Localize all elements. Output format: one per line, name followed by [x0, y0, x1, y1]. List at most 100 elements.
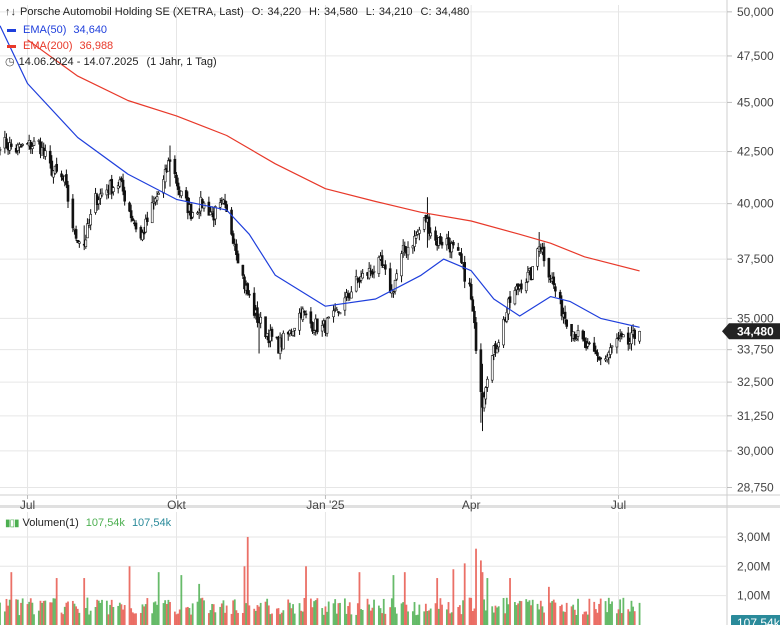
volume-bar	[426, 611, 429, 625]
candle-body	[303, 311, 306, 313]
volume-bar	[324, 606, 327, 625]
candle-body	[209, 211, 212, 216]
volume-bar	[151, 613, 154, 625]
candle-body	[76, 240, 80, 243]
candle-body	[622, 334, 625, 338]
price-tick-label: 45,000	[737, 95, 774, 109]
volume-bar	[167, 599, 170, 625]
candle-body	[293, 327, 296, 331]
chart-axes: 50,000 47,500 45,000 42,500 40,000 37,500 35,0…	[20, 5, 774, 603]
volume-bar	[269, 614, 272, 625]
volume-tick-label: 3,00M	[737, 530, 770, 544]
volume-bar	[10, 572, 13, 625]
volume-bar	[209, 610, 212, 625]
volume-bar	[491, 606, 494, 625]
volume-bar	[583, 611, 586, 625]
candle-body	[37, 140, 41, 142]
candle-body	[223, 200, 227, 205]
candle-body	[497, 342, 500, 348]
volume-bar	[468, 597, 471, 625]
candle-body	[134, 222, 138, 230]
candle-body	[197, 212, 201, 215]
volume-bar	[277, 608, 280, 625]
volume-bar	[303, 597, 306, 625]
candle-body	[243, 276, 246, 290]
volume-bar	[146, 598, 149, 625]
volume-bar	[107, 614, 110, 625]
volume-bar	[314, 600, 317, 625]
volume-bar	[549, 602, 552, 625]
volume-bar	[492, 612, 495, 625]
candle-body	[176, 182, 180, 190]
volume-bar	[169, 601, 171, 625]
volume-bar	[445, 609, 448, 625]
legend-ema50[interactable]: EMA(50) 34,640	[5, 24, 107, 36]
volume-bar	[437, 608, 440, 625]
volume-bar	[292, 604, 294, 625]
volume-bar	[316, 598, 319, 625]
legend-ema200[interactable]: EMA(200) 36,988	[5, 40, 113, 52]
volume-bar	[573, 609, 576, 625]
volume-bar	[55, 578, 58, 625]
candle-body	[599, 357, 603, 360]
volume-bar	[185, 607, 188, 625]
close-label: C:	[420, 6, 432, 18]
candle-body	[563, 311, 567, 319]
candle-body	[338, 312, 342, 315]
candle-body	[48, 150, 52, 164]
price-tick-label: 31,250	[737, 409, 774, 423]
volume-bar	[207, 613, 210, 625]
volume-bar	[222, 600, 225, 625]
volume-bar	[313, 601, 316, 625]
volume-bar	[309, 598, 312, 625]
volume-bar	[405, 604, 408, 625]
ema50-value: 34,640	[73, 24, 108, 36]
price-tick-label: 40,000	[737, 197, 774, 211]
volume-bar	[475, 548, 477, 625]
candle-body	[592, 342, 596, 352]
open-label: O:	[251, 6, 264, 18]
candle-body	[252, 292, 256, 316]
volume-bar	[198, 583, 201, 625]
candle-body	[524, 282, 528, 292]
candle-body	[110, 178, 114, 194]
volume-label: Volumen(1)	[22, 517, 79, 529]
volume-bar	[220, 603, 223, 625]
candle-body	[241, 264, 245, 276]
volume-bar	[44, 600, 47, 625]
candle-body	[29, 141, 33, 150]
volume-bar	[458, 605, 461, 625]
candle-body	[60, 173, 63, 178]
candlestick-icon: ↑↓	[5, 6, 16, 18]
volume-bar	[361, 609, 364, 625]
volume-bar	[63, 606, 66, 625]
volume-bar	[326, 611, 328, 625]
candle-body	[74, 229, 78, 239]
candle-body	[424, 215, 428, 222]
volume-bar	[630, 600, 633, 625]
candle-body	[180, 190, 183, 197]
volume-bar	[71, 600, 74, 625]
volume-bar	[101, 599, 103, 625]
candle-body	[16, 144, 20, 151]
candle-body	[320, 325, 324, 332]
legend-volume[interactable]: ▮▯▮ Volumen(1) 107,54k 107,54k	[5, 517, 171, 529]
volume-bar	[143, 606, 146, 625]
volume-bar	[572, 604, 575, 625]
volume-bar	[248, 605, 251, 625]
candle-body	[55, 163, 58, 172]
candle-body	[536, 248, 539, 267]
volume-bar	[615, 613, 618, 625]
volume-bar	[135, 613, 137, 625]
candle-body	[359, 276, 363, 281]
volume-bar	[513, 602, 516, 625]
volume-bar	[246, 536, 249, 625]
candle-body	[210, 211, 214, 213]
volume-bar	[407, 611, 409, 625]
volume-bar	[322, 614, 325, 625]
candle-body	[265, 333, 269, 337]
volume-bar	[494, 605, 497, 625]
volume-bar	[394, 607, 396, 625]
